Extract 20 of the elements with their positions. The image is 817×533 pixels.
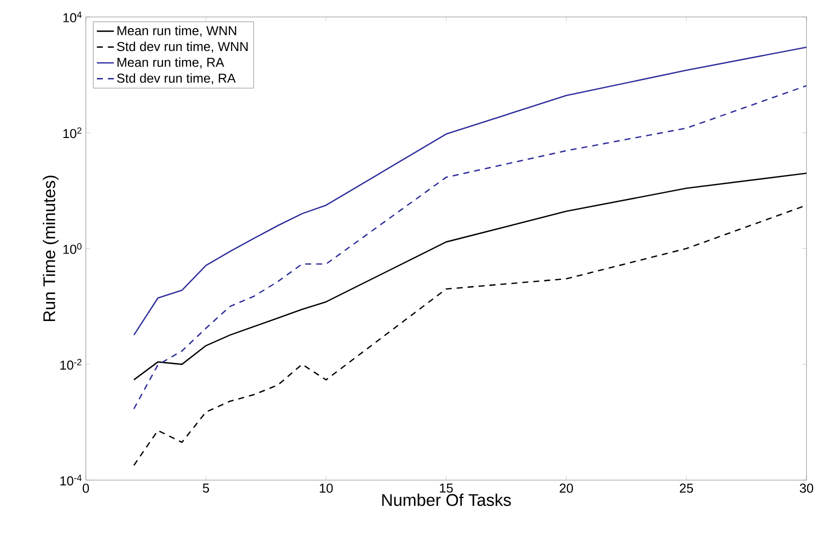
y-tick-label: 10$^{4}$ [63,12,82,22]
legend-label: Mean run time, RA [118,57,224,68]
x-tick-label: 30 [800,484,814,493]
x-tick-label: 25 [680,484,694,493]
x-tick-label: 15 [440,484,453,493]
x-tick-label: 5 [202,484,210,493]
line-series [133,172,806,380]
y-tick-label: 10$^{0}$ [63,243,82,254]
legend-label: Mean run time, WNN [118,26,236,37]
y-tick-label: 10$^{2}$ [63,127,82,138]
y-axis-title: Run Time (minutes) [42,176,59,322]
y-tick-label: 10$^{-2}$ [60,358,82,370]
x-tick-label: 0 [82,484,89,493]
x-tick-label: 10 [320,484,333,493]
x-axis-title: Number Of Tasks [382,494,511,506]
line-series [133,85,806,410]
legend-label: Std dev run time, WNN [117,42,248,53]
x-tick-label: 20 [560,484,573,493]
legend-label: Std dev run time, RA [117,73,236,84]
y-tick-label: 10$^{-4}$ [60,474,82,486]
